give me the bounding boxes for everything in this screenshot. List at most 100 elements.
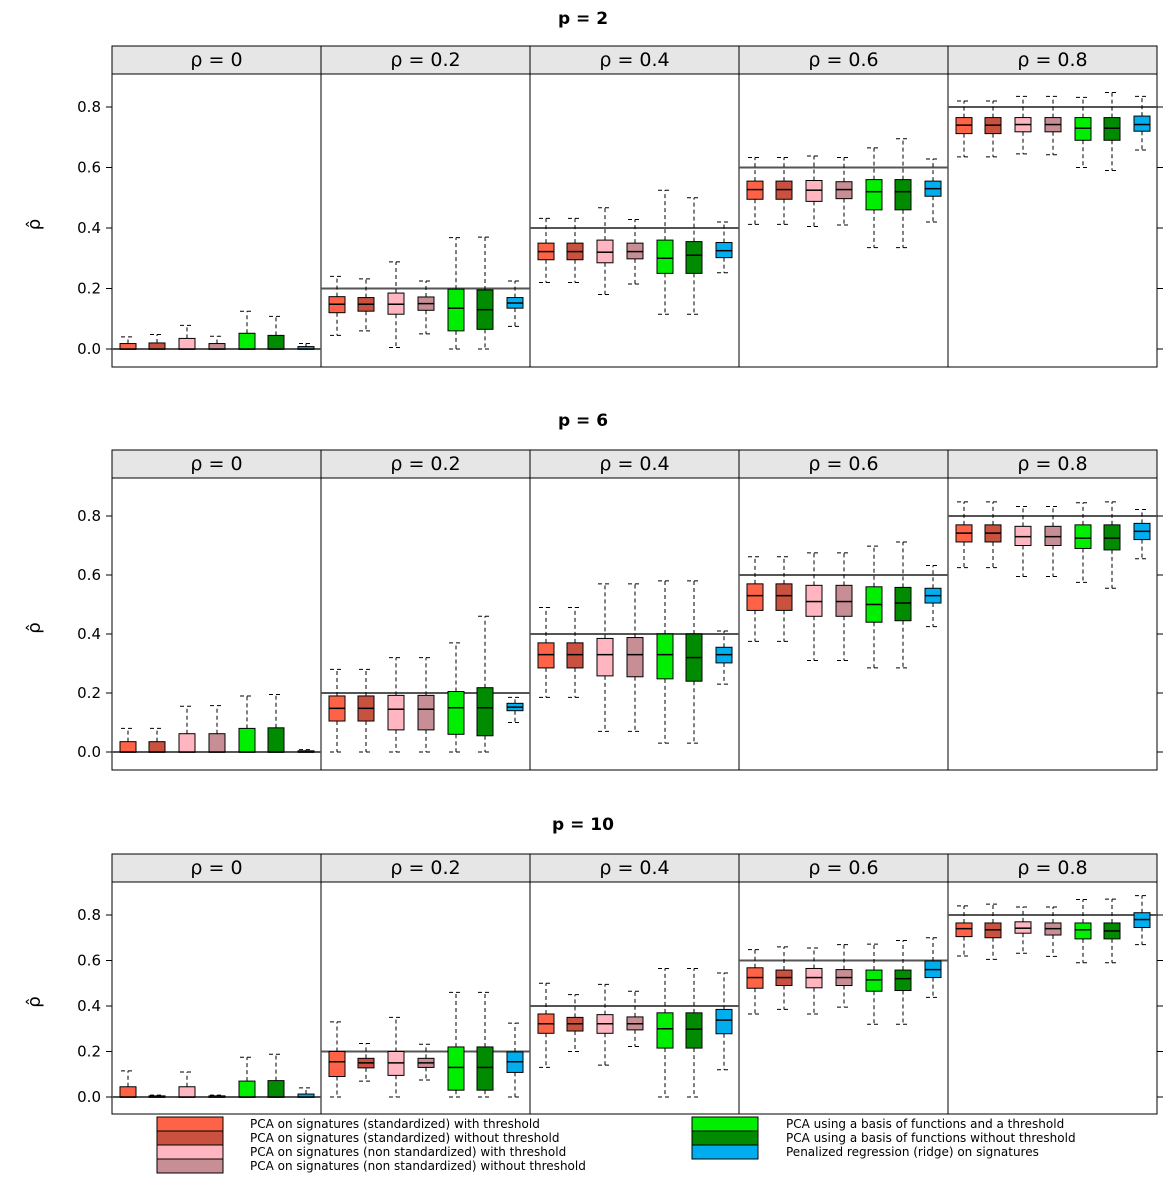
box-3 [805,552,823,662]
legend-label: PCA using a basis of functions and a thr… [786,1117,1064,1131]
panel-p2: p = 2 ρ = 0 ρ = 0.2 ρ = 0.4 ρ = 0.6 ρ = 0.8 0.… [24,9,1163,368]
box-2 [148,1094,166,1098]
y-tick-label: 0.2 [77,280,101,298]
box-3 [178,324,196,350]
box-body [626,637,644,678]
box-body [865,969,883,992]
box-body [476,687,494,737]
box-5 [865,147,883,249]
box-body [656,239,674,274]
box-7 [506,1022,524,1098]
y-tick-label: 0.8 [77,507,101,525]
box-body [238,332,256,350]
box-1 [328,275,346,336]
facet-frame [947,73,1158,368]
legend-label: Penalized regression (ridge) on signatur… [786,1145,1039,1159]
facet-strip-label: ρ = 0.6 [808,453,878,475]
box-3 [178,1071,196,1098]
y-tick-label: 0.6 [77,159,101,177]
box-3 [387,657,405,753]
box-5 [238,310,256,350]
box-body [328,1051,346,1078]
box-body [1074,524,1092,549]
box-3 [596,983,614,1066]
box-5 [447,991,465,1098]
box-body [238,727,256,753]
box-6 [1103,898,1121,964]
box-7 [715,972,733,1071]
box-1 [537,982,555,1068]
panel-title: p = 6 [558,411,608,431]
legend-swatch [156,1158,224,1174]
box-body [1074,922,1092,940]
box-1 [119,1070,137,1098]
box-1 [328,668,346,753]
box-7 [1133,895,1151,946]
facet-frame [738,881,949,1115]
facet-strip [738,449,949,479]
facet-frame [320,73,531,368]
facet-strip-label: ρ = 0.6 [808,857,878,879]
y-axis-label: ρ̂ [24,622,45,633]
box-4 [208,705,226,753]
box-4 [1044,506,1062,577]
panel-title: p = 2 [558,9,608,29]
box-6 [476,615,494,753]
y-tick-label: 0.0 [77,340,101,358]
box-body [894,586,912,622]
box-body [746,583,764,611]
y-tick-label: 0.4 [77,219,101,237]
y-tick-label: 0.6 [77,566,101,584]
box-body [685,241,703,274]
box-2 [984,100,1002,158]
box-body [775,583,793,611]
box-body [148,741,166,753]
box-4 [417,657,435,753]
facet-strip-label: ρ = 0.8 [1017,49,1087,71]
box-4 [626,583,644,732]
legend-label: PCA on signatures (non standardized) wit… [250,1145,566,1159]
box-body [267,1080,285,1098]
legend-label: PCA on signatures (standardized) with th… [250,1117,540,1131]
box-1 [955,905,973,957]
legend-swatch [691,1116,759,1132]
box-3 [387,261,405,348]
box-body [119,343,137,350]
box-body [447,691,465,735]
y-tick-label: 0.2 [77,684,101,702]
box-7 [297,1087,315,1098]
box-body [238,1080,256,1098]
legend-item: PCA on signatures (standardized) without… [156,1130,559,1146]
box-2 [148,727,166,753]
legend-item: PCA on signatures (standardized) with th… [156,1116,540,1132]
facet-strip-label: ρ = 0.4 [599,453,669,475]
box-body [894,969,912,992]
facet-strip [529,853,740,883]
legend-label: PCA on signatures (standardized) without… [250,1131,559,1145]
facet-frame [947,477,1158,771]
box-1 [537,217,555,283]
box-4 [1044,95,1062,156]
box-body [208,733,226,753]
box-body [1074,117,1092,141]
facet-strip-label: ρ = 0.2 [390,49,460,71]
box-body [267,334,285,350]
box-2 [984,903,1002,960]
box-body [715,1008,733,1035]
facet-strip-label: ρ = 0 [190,49,242,71]
box-4 [208,335,226,350]
facet-strip [529,45,740,75]
legend-swatch [156,1116,224,1132]
legend-item: PCA on signatures (non standardized) wit… [156,1144,566,1160]
facet-strip [320,449,531,479]
box-body [596,239,614,264]
box-4 [626,219,644,285]
box-body [865,179,883,211]
legend-item: PCA on signatures (non standardized) wit… [156,1158,586,1174]
box-7 [715,221,733,274]
box-6 [476,236,494,350]
facet-strip-label: ρ = 0 [190,453,242,475]
box-1 [746,556,764,642]
box-6 [267,693,285,753]
box-1 [746,157,764,225]
